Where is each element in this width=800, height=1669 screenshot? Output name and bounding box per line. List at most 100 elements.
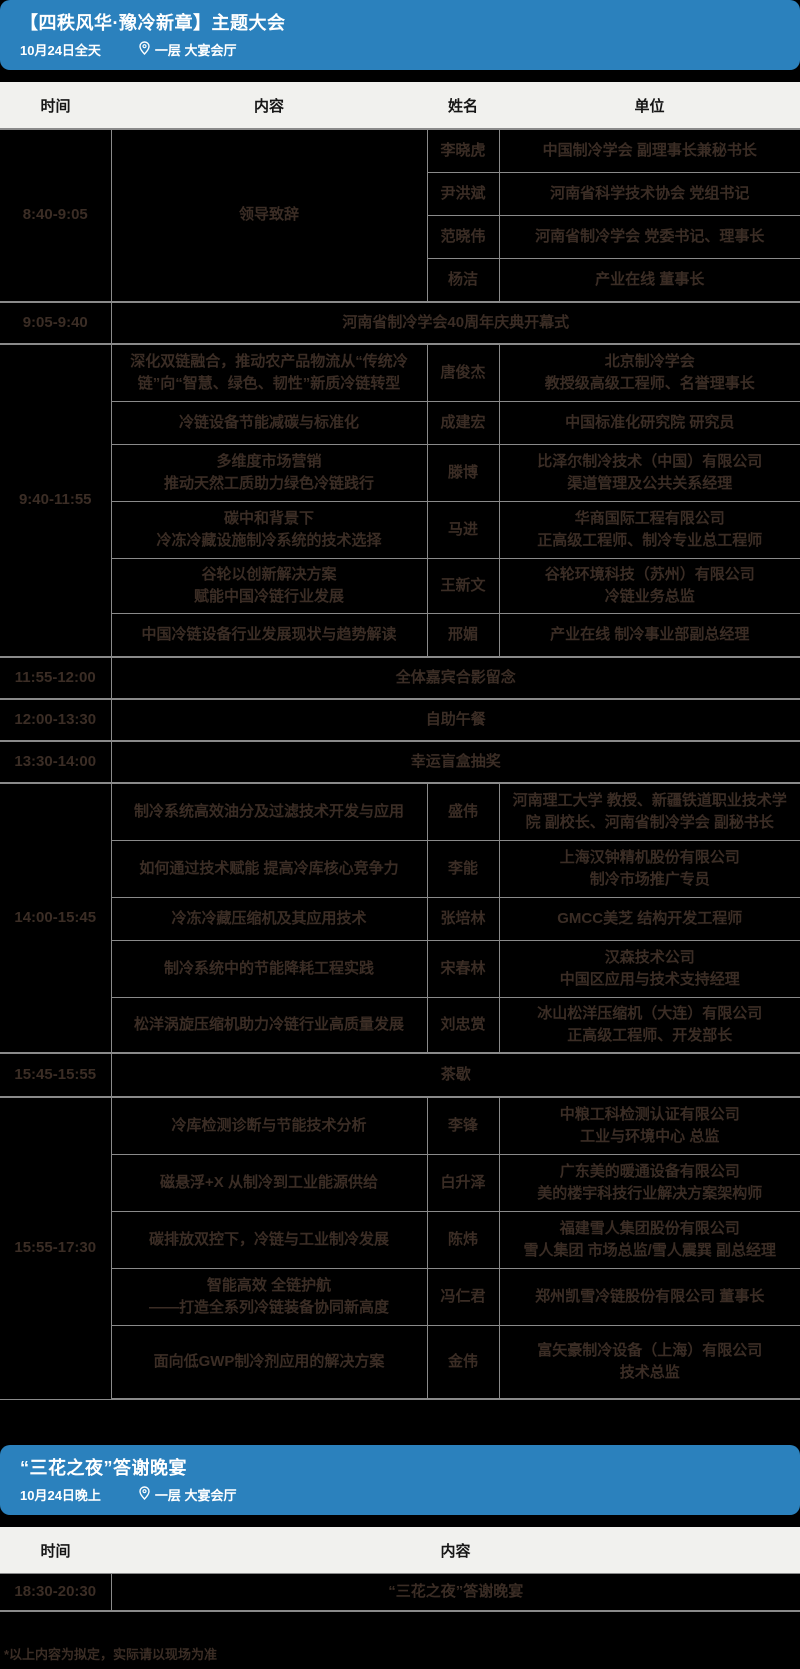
speaker-org-cell: 河南省科学技术协会 党组书记 xyxy=(498,172,800,216)
speaker-name-cell: 李锋 xyxy=(426,1096,500,1155)
time-cell: 13:30-14:00 xyxy=(0,740,112,784)
content-cell: 冷链设备节能减碳与标准化 xyxy=(111,401,428,445)
speaker-name-cell: 尹洪斌 xyxy=(427,172,500,216)
time-cell: 9:40-11:55 xyxy=(0,343,112,658)
speaker-name-cell: 马进 xyxy=(426,501,500,559)
content-cell: 碳中和背景下 冷冻冷藏设施制冷系统的技术选择 xyxy=(111,501,428,559)
session2-venue: 一层 大宴会厅 xyxy=(154,1488,237,1503)
speaker-org-cell: 中国制冷学会 副理事长兼秘书长 xyxy=(498,128,800,173)
content-cell: 冷冻冷藏压缩机及其应用技术 xyxy=(111,897,428,941)
session2-subtitle: 10月24日晚上 一层 大宴会厅 xyxy=(20,1485,780,1504)
speaker-name-cell: 刘忠赏 xyxy=(426,997,500,1054)
time-cell: 9:05-9:40 xyxy=(0,301,112,345)
content-cell: 自助午餐 xyxy=(110,698,800,742)
agenda-row: 9:40-11:55 深化双链融合，推动农产品物流从“传统冷链”向“智慧、绿色、… xyxy=(0,343,800,658)
speaker-name-cell: 冯仁君 xyxy=(426,1268,500,1326)
agenda-row: 冷链设备节能减碳与标准化 成建宏 中国标准化研究院 研究员 xyxy=(0,401,800,445)
agenda-row: 13:30-14:00 幸运盲盒抽奖 xyxy=(0,740,800,784)
speaker-org-cell: 河南省制冷学会 党委书记、理事长 xyxy=(498,215,800,259)
content-cell: 河南省制冷学会40周年庆典开幕式 xyxy=(110,301,800,345)
speaker-org-cell: 上海汉钟精机股份有限公司 制冷市场推广专员 xyxy=(498,840,800,898)
agenda-row: 15:55-17:30 冷库检测诊断与节能技术分析 李锋 中粮工科检测认证有限公… xyxy=(0,1096,800,1400)
content-cell: 多维度市场营销 推动天然工质助力绿色冷链践行 xyxy=(111,444,428,502)
agenda-row: 碳排放双控下，冷链与工业制冷发展 陈炜 福建雪人集团股份有限公司 雪人集团 市场… xyxy=(0,1211,800,1269)
session1-title: 【四秩风华·豫冷新章】主题大会 xyxy=(20,13,286,33)
content-cell: 面向低GWP制冷剂应用的解决方案 xyxy=(111,1325,428,1400)
agenda-row: 9:05-9:40 河南省制冷学会40周年庆典开幕式 xyxy=(0,301,800,345)
agenda-row: 面向低GWP制冷剂应用的解决方案 金伟 富矢豪制冷设备（上海）有限公司 技术总监 xyxy=(0,1325,800,1400)
location-pin-icon xyxy=(139,41,150,58)
column-header-time: 时间 xyxy=(0,82,111,129)
agenda-row: 制冷系统中的节能降耗工程实践 宋春林 汉森技术公司 中国区应用与技术支持经理 xyxy=(0,940,800,998)
speaker-name-cell: 滕博 xyxy=(426,444,500,502)
agenda-row: 谷轮以创新解决方案 赋能中国冷链行业发展 王新文 谷轮环境科技（苏州）有限公司 … xyxy=(0,558,800,614)
session1-subtitle: 10月24日全天 一层 大宴会厅 xyxy=(20,40,780,59)
time-cell: 11:55-12:00 xyxy=(0,656,112,700)
agenda-row: 智能高效 全链护航 ——打造全系列冷链装备协同新高度 冯仁君 郑州凯雪冷链股份有… xyxy=(0,1268,800,1326)
column-header-content: 内容 xyxy=(111,82,427,129)
agenda-row: 15:45-15:55 茶歇 xyxy=(0,1052,800,1098)
content-cell: “三花之夜”答谢晚宴 xyxy=(110,1573,800,1612)
speaker-org-cell: 郑州凯雪冷链股份有限公司 董事长 xyxy=(498,1268,800,1326)
speaker-name-cell: 唐俊杰 xyxy=(426,343,500,402)
time-cell: 12:00-13:30 xyxy=(0,698,112,742)
agenda-row: 如何通过技术赋能 提高冷库核心竞争力 李能 上海汉钟精机股份有限公司 制冷市场推… xyxy=(0,840,800,898)
speaker-name-cell: 金伟 xyxy=(426,1325,500,1400)
session2-date: 10月24日晚上 xyxy=(20,1488,101,1503)
speaker-org-cell: 华商国际工程有限公司 正高级工程师、制冷专业总工程师 xyxy=(498,501,800,559)
time-cell: 8:40-9:05 xyxy=(0,128,112,303)
content-cell: 谷轮以创新解决方案 赋能中国冷链行业发展 xyxy=(111,558,428,614)
speaker-org-cell: 富矢豪制冷设备（上海）有限公司 技术总监 xyxy=(498,1325,800,1400)
session2-banner: “三花之夜”答谢晚宴 10月24日晚上 一层 大宴会厅 xyxy=(0,1445,800,1515)
speaker-org-cell: 产业在线 董事长 xyxy=(498,258,800,303)
speaker-name-cell: 成建宏 xyxy=(426,401,500,445)
speaker-name-cell: 盛伟 xyxy=(426,782,500,841)
speaker-org-cell: GMCC美芝 结构开发工程师 xyxy=(498,897,800,941)
session1-venue: 一层 大宴会厅 xyxy=(154,43,237,58)
content-cell: 制冷系统中的节能降耗工程实践 xyxy=(111,940,428,998)
speaker-org-cell: 中国标准化研究院 研究员 xyxy=(498,401,800,445)
agenda-row: 11:55-12:00 全体嘉宾合影留念 xyxy=(0,656,800,700)
content-cell: 磁悬浮+X 从制冷到工业能源供给 xyxy=(111,1154,428,1212)
speaker-org-cell: 北京制冷学会 教授级高级工程师、名誉理事长 xyxy=(498,343,800,402)
session1-table-header: 时间 内容 姓名 单位 xyxy=(0,82,800,129)
speaker-name-cell: 陈炜 xyxy=(426,1211,500,1269)
agenda-row: 范晓伟 河南省制冷学会 党委书记、理事长 xyxy=(0,215,800,259)
speaker-org-cell: 产业在线 制冷事业部副总经理 xyxy=(498,613,800,658)
speaker-name-cell: 王新文 xyxy=(426,558,500,614)
speaker-org-cell: 河南理工大学 教授、新疆铁道职业技术学院 副校长、河南省制冷学会 副秘书长 xyxy=(498,782,800,841)
speaker-name-cell: 邢媚 xyxy=(426,613,500,658)
time-cell: 15:45-15:55 xyxy=(0,1052,112,1098)
agenda-row: 冷冻冷藏压缩机及其应用技术 张培林 GMCC美芝 结构开发工程师 xyxy=(0,897,800,941)
session2-venue-group: 一层 大宴会厅 xyxy=(139,1485,237,1504)
session2-table-header: 时间 内容 xyxy=(0,1527,800,1574)
column-header-name: 姓名 xyxy=(427,82,499,129)
agenda-row: 杨洁 产业在线 董事长 xyxy=(0,258,800,303)
content-cell: 全体嘉宾合影留念 xyxy=(110,656,800,700)
speaker-org-cell: 福建雪人集团股份有限公司 雪人集团 市场总监/雪人震巽 副总经理 xyxy=(498,1211,800,1269)
column-header-org: 单位 xyxy=(499,82,800,129)
agenda-row: 8:40-9:05 领导致辞 李晓虎 中国制冷学会 副理事长兼秘书长 xyxy=(0,128,800,303)
content-cell: 领导致辞 xyxy=(110,128,428,303)
content-cell: 中国冷链设备行业发展现状与趋势解读 xyxy=(111,613,428,658)
content-cell: 茶歇 xyxy=(110,1052,800,1098)
session2-table: 时间 内容 18:30-20:30 “三花之夜”答谢晚宴 xyxy=(0,1527,800,1612)
speaker-name-cell: 宋春林 xyxy=(426,940,500,998)
content-cell: 制冷系统高效油分及过滤技术开发与应用 xyxy=(110,782,428,841)
agenda-row: 14:00-15:45 制冷系统高效油分及过滤技术开发与应用 盛伟 河南理工大学… xyxy=(0,782,800,1054)
content-cell: 智能高效 全链护航 ——打造全系列冷链装备协同新高度 xyxy=(111,1268,428,1326)
agenda-row: 12:00-13:30 自助午餐 xyxy=(0,698,800,742)
speaker-name-cell: 范晓伟 xyxy=(427,215,500,259)
speaker-org-cell: 冰山松洋压缩机（大连）有限公司 正高级工程师、开发部长 xyxy=(498,997,800,1054)
agenda-row: 多维度市场营销 推动天然工质助力绿色冷链践行 滕博 比泽尔制冷技术（中国）有限公… xyxy=(0,444,800,502)
content-cell: 深化双链融合，推动农产品物流从“传统冷链”向“智慧、绿色、韧性”新质冷链转型 xyxy=(110,343,428,402)
content-cell: 幸运盲盒抽奖 xyxy=(110,740,800,784)
content-cell: 如何通过技术赋能 提高冷库核心竞争力 xyxy=(111,840,428,898)
speaker-name-cell: 杨洁 xyxy=(427,258,500,303)
speaker-name-cell: 李晓虎 xyxy=(426,128,500,173)
column-header-time: 时间 xyxy=(0,1527,111,1574)
speaker-org-cell: 汉森技术公司 中国区应用与技术支持经理 xyxy=(498,940,800,998)
speaker-name-cell: 李能 xyxy=(426,840,500,898)
content-cell: 碳排放双控下，冷链与工业制冷发展 xyxy=(111,1211,428,1269)
